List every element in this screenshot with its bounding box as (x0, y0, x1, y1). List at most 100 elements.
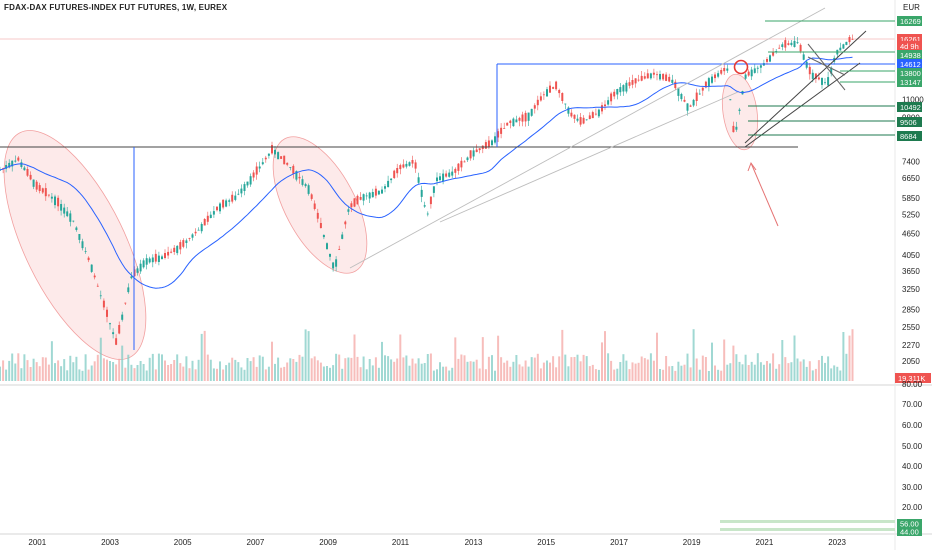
price-tag-box (897, 41, 922, 51)
volume-bar (426, 354, 429, 381)
candle-body (842, 44, 845, 49)
candle-body (851, 38, 854, 40)
volume-bar (335, 353, 338, 381)
candle-body (753, 68, 756, 73)
volume-bar (295, 361, 298, 381)
candle-body (643, 76, 646, 79)
oscillator-axis[interactable]: 80.00 70.00 60.00 50.00 40.00 30.00 20.00 (902, 380, 923, 512)
candle-body (662, 73, 665, 80)
volume-bar (610, 360, 613, 381)
candle-body (622, 85, 625, 92)
volume-bar (753, 364, 756, 381)
volume-bar (674, 370, 677, 381)
volume-bar (264, 369, 267, 381)
candle-body (484, 142, 487, 149)
volume-bar (368, 359, 371, 381)
volume-bar (796, 358, 799, 381)
volume-bar (63, 359, 66, 381)
volume-bar (775, 368, 778, 381)
candle-body (656, 74, 658, 76)
volume-bar (66, 370, 69, 381)
volume-bar (735, 354, 738, 381)
channel-upper-line[interactable] (744, 30, 867, 144)
annotation-arrow[interactable] (750, 162, 779, 227)
volume-bar (139, 361, 142, 381)
volume-bar (494, 370, 496, 381)
volume-bar (512, 361, 515, 381)
time-tick-label: 2005 (174, 538, 192, 547)
volume-bar (805, 366, 808, 381)
volume-bar (732, 345, 735, 381)
candle-body (494, 136, 496, 143)
highlight-circle[interactable] (733, 59, 749, 75)
volume-bar (561, 329, 564, 381)
volume-bar (243, 369, 246, 381)
volume-bar (188, 368, 191, 381)
time-axis[interactable]: 2001 2003 2005 2007 2009 2011 2013 2015 2017 2019… (28, 538, 846, 547)
volume-bar (90, 365, 93, 381)
candle-body (442, 173, 445, 182)
volume-bar (277, 357, 280, 381)
volume-bar (597, 369, 600, 381)
candle-body (555, 81, 558, 90)
highlight-ellipse-2020[interactable] (718, 72, 762, 152)
volume-bar (307, 331, 310, 381)
candle-body (814, 73, 817, 79)
volume-bar (729, 363, 732, 381)
volume-bar (448, 370, 451, 381)
long-trendline[interactable] (349, 7, 826, 269)
candle-body (329, 254, 331, 257)
price-tick-label: 5250 (902, 211, 920, 220)
channel-lower-line[interactable] (744, 62, 861, 148)
candle-body (576, 118, 579, 121)
candle-body (549, 85, 551, 93)
candle-body (775, 51, 778, 52)
candle-body (683, 99, 686, 102)
oscillator-tag-label: 56.00 (900, 520, 919, 529)
volume-bar (769, 363, 771, 381)
oscillator-tag-box (897, 519, 922, 528)
volume-bar (173, 360, 176, 381)
candle-body (249, 176, 252, 185)
candle-body (338, 249, 341, 250)
volume-bar (521, 366, 524, 381)
candle-body (87, 257, 90, 261)
highlight-ellipse-2000[interactable] (0, 111, 175, 380)
candle-body (701, 87, 704, 91)
volume-bar (219, 361, 221, 381)
wedge-line-b[interactable] (807, 56, 846, 76)
volume-bar (142, 364, 145, 381)
volume-bar (118, 358, 121, 381)
volume-bar (695, 358, 698, 381)
volume-bar (50, 341, 53, 381)
lower-trendline[interactable] (439, 91, 739, 223)
candle-body (793, 40, 796, 47)
candle-body (799, 44, 802, 52)
candle-body (417, 177, 420, 183)
volume-bar (429, 353, 432, 381)
candle-body (295, 171, 298, 180)
candle-body (109, 323, 111, 325)
candle-body (646, 73, 649, 79)
oscillator-tick-label: 80.00 (902, 380, 923, 389)
volume-bar (723, 339, 726, 381)
wedge-line-a[interactable] (807, 43, 846, 91)
candle-body (197, 229, 200, 231)
price-tag-label: 8684 (900, 132, 917, 141)
candle-body (616, 89, 619, 95)
volume-bar (127, 354, 130, 381)
candle-body (738, 109, 741, 111)
volume-bar (240, 367, 243, 381)
time-tick-label: 2019 (683, 538, 701, 547)
volume-bar (671, 366, 674, 381)
volume-bar (750, 361, 753, 381)
volume-bar (848, 335, 851, 381)
candle-body (170, 251, 173, 253)
candle-body (185, 240, 188, 243)
candle-body (72, 220, 75, 222)
volume-bar (484, 369, 487, 381)
volume-bar (322, 366, 325, 381)
candle-body (60, 204, 63, 211)
volume-bar (662, 369, 665, 381)
